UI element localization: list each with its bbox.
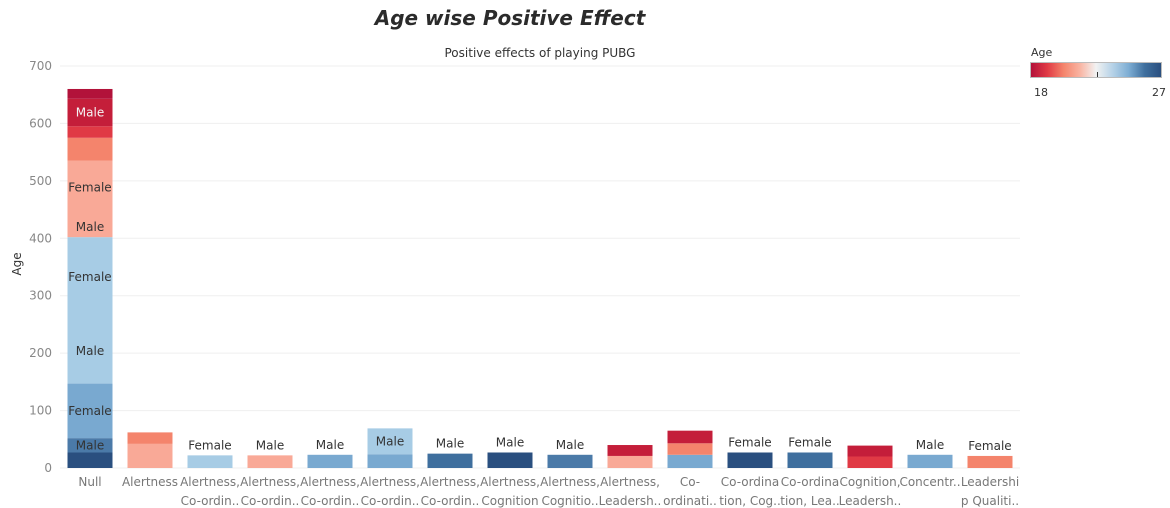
bar-segment xyxy=(667,430,713,444)
x-tick-label: Alertness, xyxy=(240,475,300,489)
bar-segment xyxy=(127,443,173,468)
segment-label: Male xyxy=(76,438,104,452)
x-tick-label: Alertness, xyxy=(360,475,420,489)
segment-label: Female xyxy=(68,404,111,418)
bar-segment xyxy=(67,137,113,161)
x-tick-label: Cognition xyxy=(481,494,538,508)
x-tick-label: Co-ordin.. xyxy=(361,494,420,508)
x-tick-label: Alertness, xyxy=(180,475,240,489)
bar-segment xyxy=(67,383,113,439)
x-tick-label: Cognition, xyxy=(839,475,900,489)
bar-segment xyxy=(667,443,713,455)
bar-segment xyxy=(547,454,593,468)
legend-gradient-bar xyxy=(1030,62,1162,78)
x-tick-label: Co-ordin.. xyxy=(181,494,240,508)
bar-top-label: Female xyxy=(728,435,771,449)
bar-segment xyxy=(67,438,113,453)
bar-segment xyxy=(427,453,473,468)
bar-top-label: Male xyxy=(496,435,524,449)
x-tick-label: Cognitio.. xyxy=(541,494,598,508)
bar-top-label: Male xyxy=(256,438,284,452)
segment-label: Male xyxy=(76,106,104,120)
bar-top-label: Female xyxy=(188,438,231,452)
x-tick-label: Co-ordin.. xyxy=(301,494,360,508)
x-tick-label: Alertness, xyxy=(540,475,600,489)
bar-segment xyxy=(847,456,893,468)
bar-segment xyxy=(247,455,293,468)
x-tick-label: Co-ordin.. xyxy=(241,494,300,508)
x-tick-label: tion, Lea.. xyxy=(780,494,839,508)
x-tick-label: Leadersh.. xyxy=(839,494,902,508)
y-tick-label: 700 xyxy=(29,59,52,73)
y-tick-label: 200 xyxy=(29,346,52,360)
bar-segment xyxy=(67,160,113,238)
bar-segment xyxy=(487,452,533,468)
bar-top-label: Male xyxy=(316,438,344,452)
y-tick-label: 500 xyxy=(29,174,52,188)
x-tick-label: Co-ordina xyxy=(721,475,779,489)
legend-min-label: 18 xyxy=(1034,86,1048,99)
segment-label: Male xyxy=(76,220,104,234)
bar-top-label: Male xyxy=(916,438,944,452)
legend-title: Age xyxy=(1031,46,1053,59)
bar-segment xyxy=(847,445,893,457)
legend-max-label: 27 xyxy=(1152,86,1166,99)
x-tick-label: Co-ordin.. xyxy=(421,494,480,508)
x-tick-label: Co-ordina xyxy=(781,475,839,489)
y-tick-label: 600 xyxy=(29,116,52,130)
x-tick-label: Concentr.. xyxy=(899,475,960,489)
bar-segment xyxy=(67,126,113,138)
bar-top-label: Male xyxy=(556,438,584,452)
bar-top-label: Female xyxy=(968,439,1011,453)
y-tick-label: 0 xyxy=(44,461,52,475)
bar-segment xyxy=(67,237,113,384)
bar-segment xyxy=(667,454,713,468)
bar-top-label: Female xyxy=(788,435,831,449)
x-tick-label: Alertness, xyxy=(600,475,660,489)
page-title: Age wise Positive Effect xyxy=(374,6,646,30)
bar-segment xyxy=(127,432,173,444)
x-tick-label: p Qualiti.. xyxy=(961,494,1019,508)
y-axis-label: Age xyxy=(10,252,24,275)
bar-segment xyxy=(607,445,653,456)
legend-center-mark xyxy=(1097,72,1098,77)
y-tick-label: 400 xyxy=(29,231,52,245)
bar-segment xyxy=(187,455,233,468)
bar-segment xyxy=(67,98,113,127)
x-tick-label: Null xyxy=(78,475,101,489)
bar-segment xyxy=(67,88,113,99)
y-tick-label: 100 xyxy=(29,404,52,418)
x-tick-label: Co- xyxy=(680,475,700,489)
x-tick-label: Alertness, xyxy=(420,475,480,489)
x-tick-label: Alertness, xyxy=(480,475,540,489)
chart-title: Positive effects of playing PUBG xyxy=(445,46,636,60)
x-tick-label: Leadersh.. xyxy=(599,494,662,508)
bar-segment xyxy=(607,455,653,468)
x-tick-label: Leadershi xyxy=(961,475,1019,489)
bar-segment xyxy=(367,454,413,468)
bar-segment xyxy=(787,452,833,468)
bar-segment xyxy=(307,454,353,468)
segment-label: Male xyxy=(76,344,104,358)
x-tick-label: ordinati.. xyxy=(663,494,717,508)
bar-segment xyxy=(727,452,773,468)
y-tick-label: 300 xyxy=(29,289,52,303)
x-tick-label: Alertness, xyxy=(300,475,360,489)
age-color-legend[interactable]: Age 18 27 xyxy=(1030,46,1170,99)
segment-label: Female xyxy=(68,270,111,284)
x-tick-label: tion, Cog.. xyxy=(719,494,781,508)
bar-segment xyxy=(907,454,953,468)
bar-segment xyxy=(367,428,413,455)
segment-label: Male xyxy=(376,434,404,448)
bar-top-label: Male xyxy=(436,437,464,451)
bar-segment xyxy=(967,455,1013,468)
x-tick-label: Alertness xyxy=(122,475,178,489)
segment-label: Female xyxy=(68,181,111,195)
bar-segment xyxy=(67,452,113,468)
